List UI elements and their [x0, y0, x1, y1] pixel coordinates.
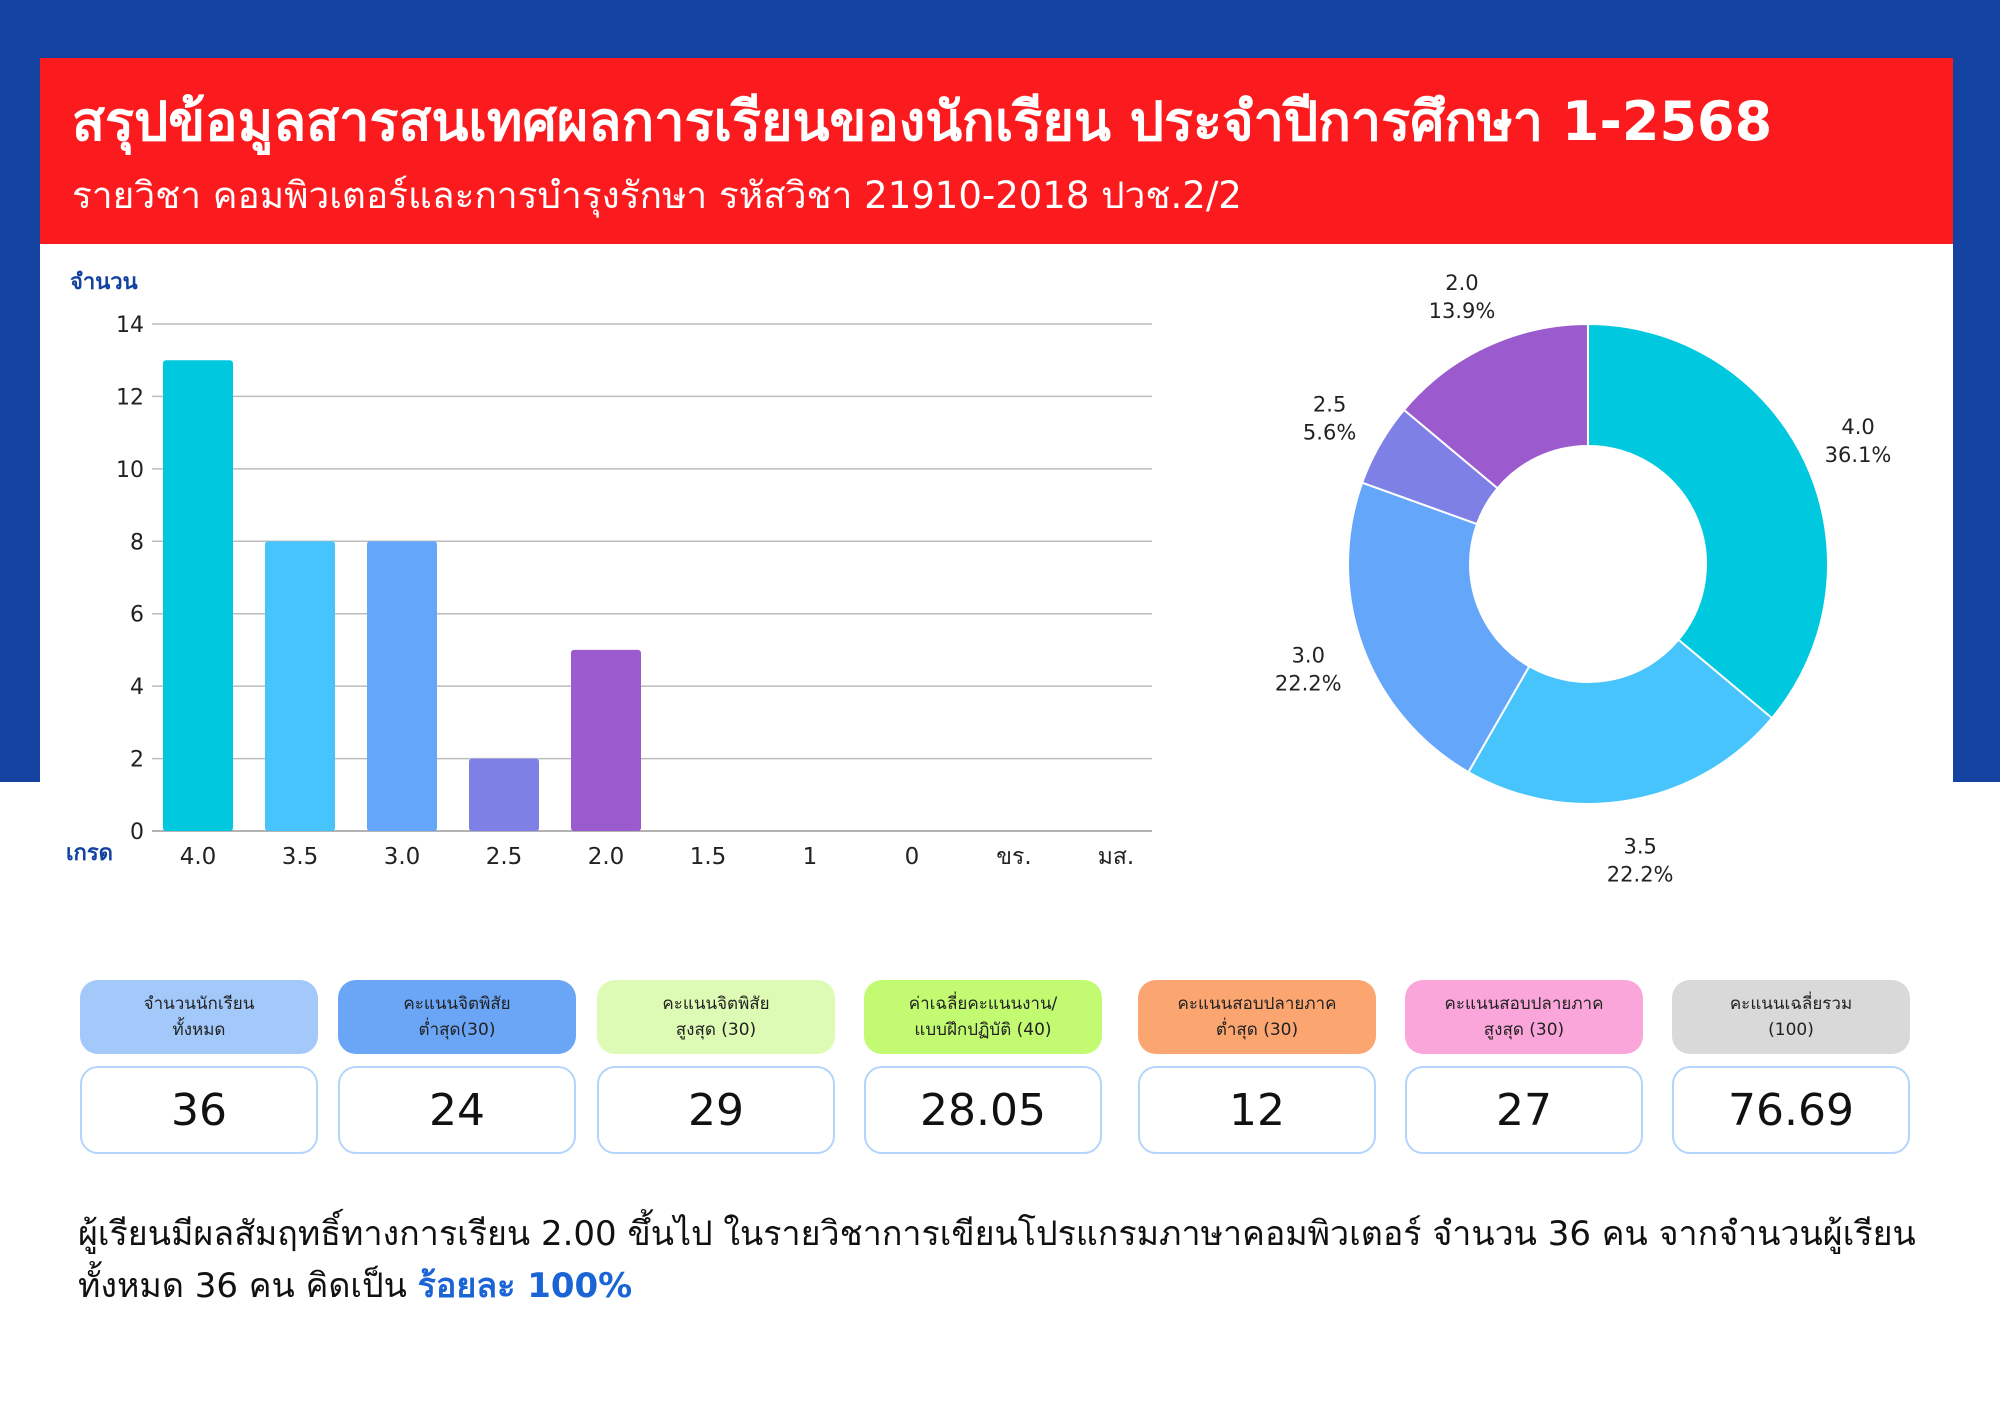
y-tick-label: 6 — [130, 603, 144, 628]
slice-percent: 36.1% — [1825, 443, 1892, 467]
slice-3.5 — [1467, 638, 1774, 805]
y-axis-label: จำนวน — [70, 270, 138, 295]
x-tick-label: 3.5 — [282, 844, 319, 870]
y-tick-label: 14 — [116, 313, 144, 338]
y-tick-label: 4 — [130, 675, 144, 700]
x-axis-label: เกรด — [66, 841, 113, 866]
header-banner — [40, 58, 1953, 244]
x-tick-label: 3.0 — [384, 844, 421, 870]
y-tick-label: 2 — [130, 748, 144, 773]
x-tick-label: 0 — [905, 844, 920, 870]
summary-percent: ร้อยละ 100% — [417, 1266, 633, 1306]
y-tick-label: 8 — [130, 530, 144, 555]
bar-2.5 — [469, 758, 539, 831]
stat-value: 29 — [597, 1066, 835, 1154]
slice-percent: 22.2% — [1607, 862, 1674, 886]
bar-2.0 — [571, 649, 641, 831]
x-tick-label: 4.0 — [180, 844, 217, 870]
stat-label: คะแนนสอบปลายภาค ต่ำสุด (30) — [1138, 980, 1376, 1054]
stat-label: คะแนนจิตพิสัย สูงสุด (30) — [597, 980, 835, 1054]
stat-label: คะแนนสอบปลายภาค สูงสุด (30) — [1405, 980, 1643, 1054]
stat-value: 28.05 — [864, 1066, 1102, 1154]
slice-label: 2.0 — [1445, 271, 1478, 295]
stat-value: 27 — [1405, 1066, 1643, 1154]
y-tick-label: 0 — [130, 820, 144, 845]
bar-3.0 — [367, 541, 437, 831]
bar-4.0 — [163, 360, 233, 831]
page-title: สรุปข้อมูลสารสนเทศผลการเรียนของนักเรียน … — [72, 90, 1773, 153]
x-tick-label: 1 — [803, 844, 818, 870]
slice-percent: 13.9% — [1429, 299, 1496, 323]
slice-label: 3.5 — [1623, 834, 1656, 858]
stat-value: 12 — [1138, 1066, 1376, 1154]
stat-label: ค่าเฉลี่ยคะแนนงาน/ แบบฝึกปฏิบัติ (40) — [864, 980, 1102, 1054]
summary-text: ผู้เรียนมีผลสัมฤทธิ์ทางการเรียน 2.00 ขึ้… — [78, 1208, 1928, 1312]
slice-percent: 22.2% — [1275, 672, 1342, 696]
slice-percent: 5.6% — [1303, 421, 1356, 445]
summary-body: ผู้เรียนมีผลสัมฤทธิ์ทางการเรียน 2.00 ขึ้… — [78, 1214, 1916, 1306]
y-tick-label: 10 — [116, 458, 144, 483]
slice-4.0 — [1587, 322, 1829, 720]
stat-label: คะแนนเฉลี่ยรวม (100) — [1672, 980, 1910, 1054]
slice-label: 3.0 — [1292, 644, 1325, 668]
x-tick-label: ขร. — [996, 844, 1031, 870]
slice-label: 4.0 — [1841, 415, 1874, 439]
slice-2.0 — [1402, 322, 1589, 490]
x-tick-label: 1.5 — [690, 844, 727, 870]
bar-3.5 — [265, 541, 335, 831]
stat-label: จำนวนนักเรียน ทั้งหมด — [80, 980, 318, 1054]
stat-value: 36 — [80, 1066, 318, 1154]
x-tick-label: มส. — [1098, 844, 1135, 870]
x-tick-label: 2.5 — [486, 844, 523, 870]
x-tick-label: 2.0 — [588, 844, 625, 870]
stat-label: คะแนนจิตพิสัย ต่ำสุด(30) — [338, 980, 576, 1054]
slice-3.0 — [1347, 481, 1531, 774]
stat-value: 76.69 — [1672, 1066, 1910, 1154]
stat-value: 24 — [338, 1066, 576, 1154]
slice-label: 2.5 — [1313, 393, 1346, 417]
y-tick-label: 12 — [116, 385, 144, 410]
grade-donut-chart: 4.0 36.1% 3.5 22.2% 3.0 22.2% 2.5 5.6% 2.0 13.9% — [1275, 271, 1892, 886]
page-subtitle: รายวิชา คอมพิวเตอร์และการบำรุงรักษา รหัส… — [72, 174, 1242, 217]
